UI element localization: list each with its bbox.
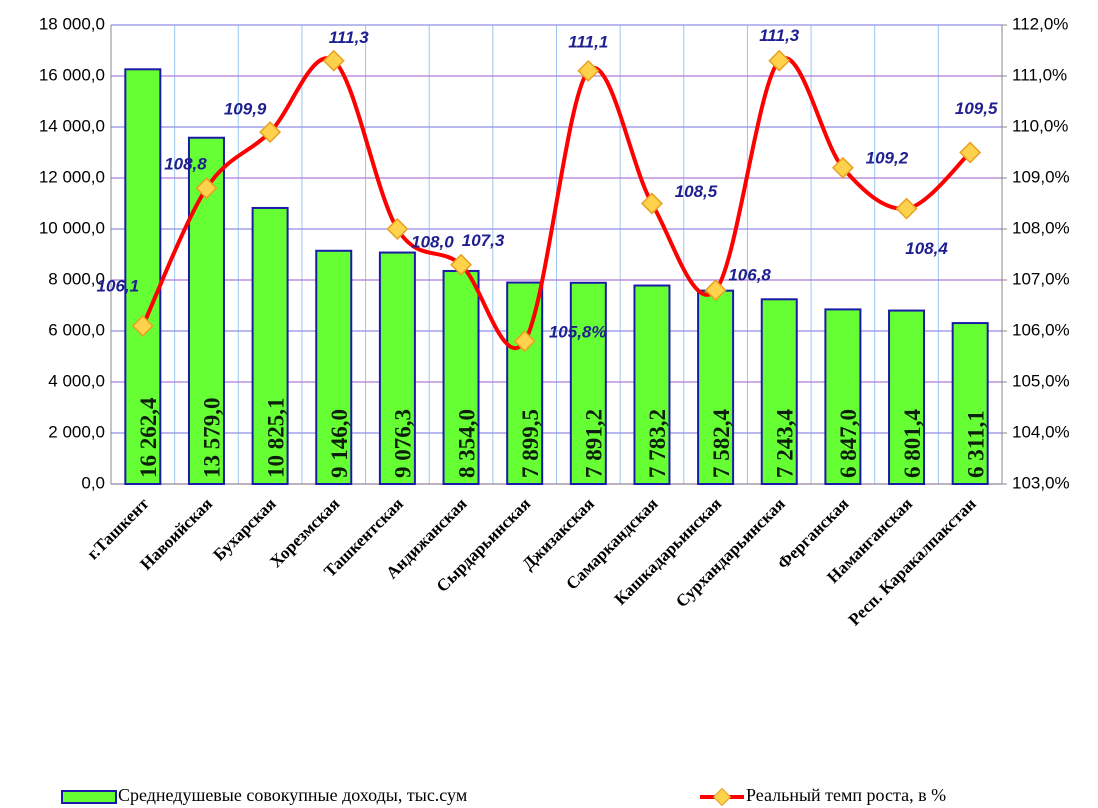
y2-tick-label: 109,0% — [1012, 167, 1070, 186]
line-label: 111,1 — [568, 32, 608, 51]
y2-tick-label: 103,0% — [1012, 473, 1070, 492]
marker — [704, 279, 727, 302]
legend-label: Среднедушевые совокупные доходы, тыс.сум — [118, 785, 467, 805]
marker — [577, 59, 600, 82]
bar-label: 13 579,0 — [200, 398, 225, 479]
y2-tick-label: 105,0% — [1012, 371, 1070, 390]
line-label: 108,4 — [905, 239, 948, 258]
y-tick-label: 16 000,0 — [39, 65, 105, 84]
y-tick-label: 6 000,0 — [48, 320, 105, 339]
y2-tick-label: 111,0% — [1012, 65, 1067, 84]
y2-tick-label: 108,0% — [1012, 218, 1070, 237]
y-tick-label: 18 000,0 — [39, 14, 105, 33]
marker — [195, 177, 218, 200]
y-tick-label: 10 000,0 — [39, 218, 105, 237]
y-tick-label: 0,0 — [81, 473, 105, 492]
y-tick-label: 4 000,0 — [48, 371, 105, 390]
bar — [251, 206, 289, 485]
y-tick-label: 2 000,0 — [48, 422, 105, 441]
marker — [322, 49, 345, 72]
bar — [442, 269, 480, 485]
line-label: 107,3 — [462, 231, 505, 250]
bar-label: 7 783,2 — [645, 409, 670, 478]
y2-tick-label: 107,0% — [1012, 269, 1070, 288]
bar — [824, 308, 862, 485]
line — [141, 56, 972, 351]
marker — [259, 121, 282, 144]
bar — [697, 289, 735, 485]
bar — [506, 281, 544, 485]
marker — [450, 253, 472, 276]
bar-label: 8 354,0 — [454, 409, 479, 478]
bar — [951, 322, 989, 485]
bar-label: 10 825,1 — [263, 398, 288, 479]
bar-label: 6 311,1 — [963, 410, 988, 478]
bar-label: 7 243,4 — [773, 409, 798, 479]
x-tick-label: г.Ташкент — [83, 494, 153, 564]
x-tick-label: Кашкадарьинская — [611, 494, 725, 608]
y2-tick-label: 110,0% — [1012, 116, 1068, 135]
bar-label: 16 262,4 — [136, 397, 161, 478]
line-label: 109,9 — [224, 100, 267, 119]
marker — [959, 141, 982, 164]
line-label: 108,5 — [675, 182, 718, 201]
bar — [569, 281, 607, 486]
marker — [513, 330, 536, 353]
legend-swatch — [61, 790, 117, 804]
bar — [378, 251, 416, 485]
y-tick-label: 8 000,0 — [48, 269, 105, 288]
line-label: 111,3 — [759, 26, 800, 45]
line-label: 105,8% — [549, 323, 607, 342]
y-tick-label: 12 000,0 — [39, 167, 105, 186]
line-label: 108,8 — [164, 155, 207, 174]
y2-tick-label: 112,0% — [1012, 14, 1068, 33]
bar-label: 7 899,5 — [518, 409, 543, 478]
marker — [768, 49, 791, 72]
line-label: 111,3 — [329, 28, 370, 47]
line-label: 106,8 — [728, 266, 771, 285]
bar-label: 6 801,4 — [900, 409, 925, 479]
bar — [633, 284, 671, 486]
bar — [315, 249, 353, 485]
marker — [131, 314, 154, 337]
y2-tick-label: 106,0% — [1012, 320, 1070, 339]
line-label: 109,2 — [866, 148, 909, 167]
line-label: 108,0 — [411, 232, 454, 251]
marker — [641, 192, 663, 215]
bar-label: 7 891,2 — [582, 409, 607, 478]
marker — [831, 156, 854, 179]
marker — [386, 218, 409, 240]
bar-label: 7 582,4 — [709, 409, 734, 479]
bar — [124, 68, 162, 485]
legend-label: Реальный темп роста, в % — [746, 785, 946, 805]
line-label: 109,5 — [955, 99, 998, 118]
line-label: 106,1 — [97, 276, 140, 295]
bar — [888, 309, 926, 485]
marker — [895, 197, 918, 220]
bar — [760, 298, 798, 485]
x-tick-label: Респ. Каракалпакстан — [845, 494, 980, 629]
bar-label: 9 076,3 — [391, 409, 416, 478]
x-tick-label: Сурхандарьинская — [672, 494, 789, 611]
legend-marker — [712, 787, 732, 807]
y-tick-label: 14 000,0 — [39, 116, 105, 135]
bar-label: 9 146,0 — [327, 409, 352, 478]
y2-tick-label: 104,0% — [1012, 422, 1070, 441]
bar-label: 6 847,0 — [836, 409, 861, 478]
